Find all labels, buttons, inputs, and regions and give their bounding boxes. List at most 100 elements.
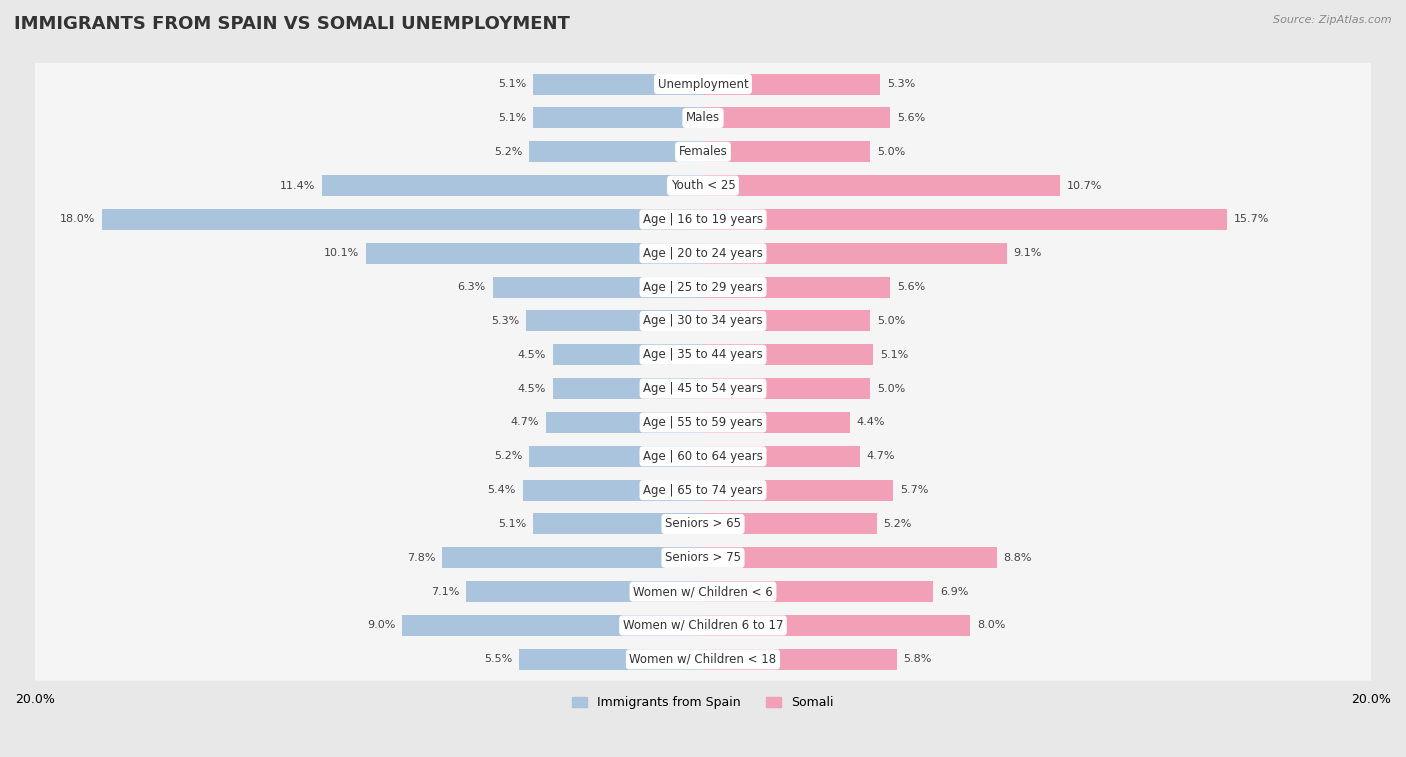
Text: 5.1%: 5.1% [498, 113, 526, 123]
Text: 7.8%: 7.8% [408, 553, 436, 562]
Text: Women w/ Children 6 to 17: Women w/ Children 6 to 17 [623, 619, 783, 632]
Text: 5.1%: 5.1% [498, 79, 526, 89]
Text: 5.3%: 5.3% [491, 316, 519, 326]
Bar [533, 73, 703, 95]
Text: 6.9%: 6.9% [941, 587, 969, 597]
Text: 5.0%: 5.0% [877, 316, 905, 326]
FancyBboxPatch shape [13, 638, 1393, 681]
Bar [703, 209, 1227, 230]
Text: 4.4%: 4.4% [856, 417, 886, 428]
Bar [443, 547, 703, 569]
Text: 5.2%: 5.2% [495, 451, 523, 461]
FancyBboxPatch shape [13, 570, 1393, 613]
Text: Unemployment: Unemployment [658, 78, 748, 91]
FancyBboxPatch shape [13, 537, 1393, 579]
FancyBboxPatch shape [13, 334, 1393, 376]
Text: Age | 35 to 44 years: Age | 35 to 44 years [643, 348, 763, 361]
Bar [703, 547, 997, 569]
Text: Age | 65 to 74 years: Age | 65 to 74 years [643, 484, 763, 497]
Text: 5.8%: 5.8% [904, 654, 932, 665]
Text: 8.8%: 8.8% [1004, 553, 1032, 562]
Bar [529, 142, 703, 162]
FancyBboxPatch shape [13, 300, 1393, 342]
Text: 5.0%: 5.0% [877, 384, 905, 394]
Text: IMMIGRANTS FROM SPAIN VS SOMALI UNEMPLOYMENT: IMMIGRANTS FROM SPAIN VS SOMALI UNEMPLOY… [14, 15, 569, 33]
Text: Women w/ Children < 6: Women w/ Children < 6 [633, 585, 773, 598]
Text: Seniors > 75: Seniors > 75 [665, 551, 741, 564]
Bar [703, 73, 880, 95]
Text: Seniors > 65: Seniors > 65 [665, 518, 741, 531]
Text: 7.1%: 7.1% [430, 587, 460, 597]
FancyBboxPatch shape [13, 503, 1393, 545]
Bar [703, 175, 1060, 196]
Text: Males: Males [686, 111, 720, 124]
Text: Age | 30 to 34 years: Age | 30 to 34 years [643, 314, 763, 328]
Text: 4.5%: 4.5% [517, 350, 546, 360]
Bar [703, 649, 897, 670]
Text: Age | 45 to 54 years: Age | 45 to 54 years [643, 382, 763, 395]
FancyBboxPatch shape [13, 164, 1393, 207]
Bar [553, 378, 703, 399]
Text: 5.5%: 5.5% [484, 654, 513, 665]
Text: 10.1%: 10.1% [323, 248, 359, 258]
Text: 5.0%: 5.0% [877, 147, 905, 157]
Text: 11.4%: 11.4% [280, 181, 315, 191]
Text: 18.0%: 18.0% [59, 214, 96, 224]
Text: 5.4%: 5.4% [488, 485, 516, 495]
Bar [703, 412, 851, 433]
Text: Youth < 25: Youth < 25 [671, 179, 735, 192]
Text: Age | 25 to 29 years: Age | 25 to 29 years [643, 281, 763, 294]
Text: Age | 55 to 59 years: Age | 55 to 59 years [643, 416, 763, 429]
Text: Age | 20 to 24 years: Age | 20 to 24 years [643, 247, 763, 260]
Bar [703, 310, 870, 332]
Legend: Immigrants from Spain, Somali: Immigrants from Spain, Somali [568, 691, 838, 714]
Bar [533, 513, 703, 534]
Text: 5.6%: 5.6% [897, 113, 925, 123]
Text: 6.3%: 6.3% [457, 282, 486, 292]
FancyBboxPatch shape [13, 63, 1393, 105]
Bar [703, 276, 890, 298]
Text: 4.7%: 4.7% [510, 417, 540, 428]
FancyBboxPatch shape [13, 198, 1393, 241]
FancyBboxPatch shape [13, 604, 1393, 646]
FancyBboxPatch shape [13, 232, 1393, 275]
Bar [526, 310, 703, 332]
Text: Source: ZipAtlas.com: Source: ZipAtlas.com [1274, 15, 1392, 25]
Bar [533, 107, 703, 129]
FancyBboxPatch shape [13, 401, 1393, 444]
Bar [703, 243, 1007, 263]
Text: Age | 60 to 64 years: Age | 60 to 64 years [643, 450, 763, 463]
Text: 5.7%: 5.7% [900, 485, 928, 495]
FancyBboxPatch shape [13, 266, 1393, 308]
Text: Women w/ Children < 18: Women w/ Children < 18 [630, 653, 776, 666]
Bar [703, 378, 870, 399]
Text: 5.2%: 5.2% [883, 519, 911, 529]
Bar [553, 344, 703, 366]
Bar [703, 513, 877, 534]
Bar [402, 615, 703, 636]
Text: 10.7%: 10.7% [1067, 181, 1102, 191]
Bar [703, 480, 893, 500]
Bar [703, 581, 934, 602]
Bar [322, 175, 703, 196]
Bar [703, 107, 890, 129]
Bar [529, 446, 703, 467]
Bar [703, 142, 870, 162]
Text: 5.1%: 5.1% [498, 519, 526, 529]
Text: 8.0%: 8.0% [977, 621, 1005, 631]
Bar [703, 344, 873, 366]
FancyBboxPatch shape [13, 97, 1393, 139]
Text: 5.3%: 5.3% [887, 79, 915, 89]
Text: Females: Females [679, 145, 727, 158]
Text: 15.7%: 15.7% [1234, 214, 1270, 224]
FancyBboxPatch shape [13, 130, 1393, 173]
Bar [546, 412, 703, 433]
Text: 5.1%: 5.1% [880, 350, 908, 360]
Text: 9.1%: 9.1% [1014, 248, 1042, 258]
Bar [101, 209, 703, 230]
FancyBboxPatch shape [13, 367, 1393, 410]
Text: 9.0%: 9.0% [367, 621, 395, 631]
Text: 5.2%: 5.2% [495, 147, 523, 157]
Text: 4.7%: 4.7% [866, 451, 896, 461]
Bar [703, 446, 860, 467]
